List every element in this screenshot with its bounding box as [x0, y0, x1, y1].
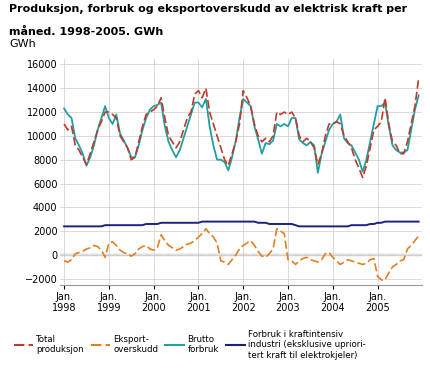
Legend: Total
produksjon, Eksport-
overskudd, Brutto
forbruk, Forbruk i kraftintensiv
in: Total produksjon, Eksport- overskudd, Br…	[14, 330, 365, 360]
Text: GWh: GWh	[9, 39, 36, 50]
Text: måned. 1998-2005. GWh: måned. 1998-2005. GWh	[9, 27, 163, 37]
Text: Produksjon, forbruk og eksportoverskudd av elektrisk kraft per: Produksjon, forbruk og eksportoverskudd …	[9, 4, 406, 14]
